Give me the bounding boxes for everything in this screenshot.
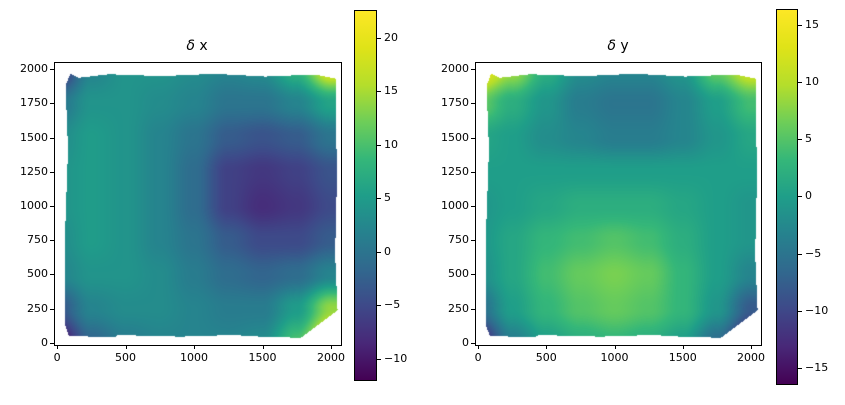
y-tick-mark <box>471 205 475 207</box>
x-tick-label: 500 <box>535 351 557 364</box>
colorbar-tick-label: 0 <box>805 189 812 203</box>
x-tick-label: 1500 <box>248 351 277 364</box>
colorbar-tick-mark <box>798 367 802 369</box>
x-tick-label: 500 <box>115 351 137 364</box>
colorbar-gradient <box>776 9 798 385</box>
x-tick-mark <box>751 345 753 349</box>
y-tick-mark <box>50 274 54 276</box>
x-tick-mark <box>262 345 264 349</box>
x-tick-mark <box>125 345 127 349</box>
delta-symbol: δ <box>607 38 616 54</box>
y-tick-label: 0 <box>41 335 48 349</box>
x-tick-label: 1000 <box>180 351 209 364</box>
colorbar-tick-label: 15 <box>384 84 398 98</box>
y-tick-label: 500 <box>27 267 48 281</box>
colorbar-tick-label: 5 <box>384 191 391 205</box>
x-tick-label: 2000 <box>317 351 345 364</box>
delta-x-title: δ x <box>127 38 267 54</box>
y-tick-label: 750 <box>27 233 48 247</box>
x-tick-mark <box>57 345 59 349</box>
y-tick-mark <box>471 342 475 344</box>
y-tick-label: 250 <box>448 301 469 315</box>
y-tick-label: 2000 <box>20 62 48 76</box>
y-tick-mark <box>471 274 475 276</box>
y-tick-label: 1250 <box>441 164 469 178</box>
colorbar-tick-label: 5 <box>805 132 812 146</box>
colorbar-tick-label: −5 <box>805 246 822 260</box>
colorbar-tick-mark <box>377 305 381 307</box>
y-tick-mark <box>50 69 54 71</box>
title-variable-y: y <box>620 38 629 54</box>
x-tick-mark <box>546 345 548 349</box>
y-tick-mark <box>50 171 54 173</box>
x-tick-mark <box>194 345 196 349</box>
y-tick-label: 1250 <box>20 164 48 178</box>
y-tick-mark <box>50 240 54 242</box>
y-tick-label: 750 <box>448 233 469 247</box>
colorbar-tick-label: 10 <box>384 137 398 151</box>
colorbar-tick-label: −5 <box>384 298 401 312</box>
x-tick-mark <box>478 345 480 349</box>
y-tick-mark <box>471 69 475 71</box>
colorbar-tick-mark <box>798 25 802 26</box>
colorbar-tick-mark <box>798 310 802 312</box>
colorbar-tick-mark <box>377 358 381 360</box>
title-variable-x: x <box>199 38 208 54</box>
y-tick-mark <box>50 205 54 207</box>
colorbar-tick-label: 10 <box>805 75 819 89</box>
x-tick-label: 1500 <box>668 351 697 364</box>
colorbar-tick-mark <box>798 139 802 141</box>
colorbar-tick-mark <box>377 91 381 93</box>
y-tick-label: 250 <box>27 301 48 315</box>
y-tick-label: 1500 <box>20 130 48 144</box>
y-tick-label: 1000 <box>20 198 48 212</box>
x-tick-label: 1000 <box>600 351 629 364</box>
x-tick-label: 0 <box>53 351 61 364</box>
colorbar-tick-label: −10 <box>384 351 408 365</box>
colorbar-tick-mark <box>377 198 381 200</box>
y-tick-mark <box>471 240 475 242</box>
x-tick-mark <box>331 345 332 349</box>
colorbar-tick-mark <box>377 37 381 39</box>
delta-x-axes: 0 500 1000 1500 2000 0 250 500 750 1000 1250 1500 17… <box>20 62 345 364</box>
colorbar-tick-label: −10 <box>805 303 829 317</box>
y-tick-label: 2000 <box>441 62 469 76</box>
delta-y-axes: 0 500 1000 1500 2000 0 250 500 750 1000 1250 1500 17… <box>441 62 765 364</box>
x-tick-label: 2000 <box>737 351 766 364</box>
y-tick-label: 0 <box>462 335 469 349</box>
colorbar-tick-label: 20 <box>384 30 398 44</box>
delta-y-colorbar: 15 10 5 0 −5 −10 −15 <box>776 9 828 385</box>
colorbar-tick-mark <box>798 82 802 84</box>
x-tick-mark <box>682 345 684 349</box>
colorbar-tick-label: −15 <box>805 360 829 374</box>
y-tick-mark <box>471 171 475 173</box>
colorbar-tick-mark <box>798 253 802 255</box>
delta-x-colorbar: 20 15 10 5 0 −5 −10 <box>354 10 407 381</box>
colorbar-tick-label: 15 <box>805 18 819 31</box>
delta-x-heatmap <box>55 63 341 345</box>
colorbar-gradient <box>354 10 377 381</box>
delta-y-title: δ y <box>548 38 688 54</box>
x-tick-mark <box>614 345 616 349</box>
y-tick-mark <box>50 137 54 139</box>
y-tick-mark <box>50 308 54 310</box>
colorbar-tick-mark <box>798 196 802 198</box>
colorbar-tick-label: 0 <box>384 244 391 258</box>
y-tick-mark <box>471 308 475 310</box>
colorbar-tick-mark <box>377 251 381 253</box>
colorbar-tick-mark <box>377 144 381 146</box>
delta-y-heatmap <box>476 63 761 345</box>
y-tick-label: 1750 <box>20 96 48 110</box>
y-tick-mark <box>50 342 54 344</box>
y-tick-mark <box>471 137 475 139</box>
x-tick-label: 0 <box>474 351 482 364</box>
y-tick-label: 1000 <box>441 198 469 212</box>
y-tick-label: 1750 <box>441 96 469 110</box>
y-tick-mark <box>471 103 475 105</box>
y-tick-label: 500 <box>448 267 469 281</box>
y-tick-label: 1500 <box>441 130 469 144</box>
delta-symbol: δ <box>186 38 195 54</box>
y-tick-mark <box>50 103 54 105</box>
